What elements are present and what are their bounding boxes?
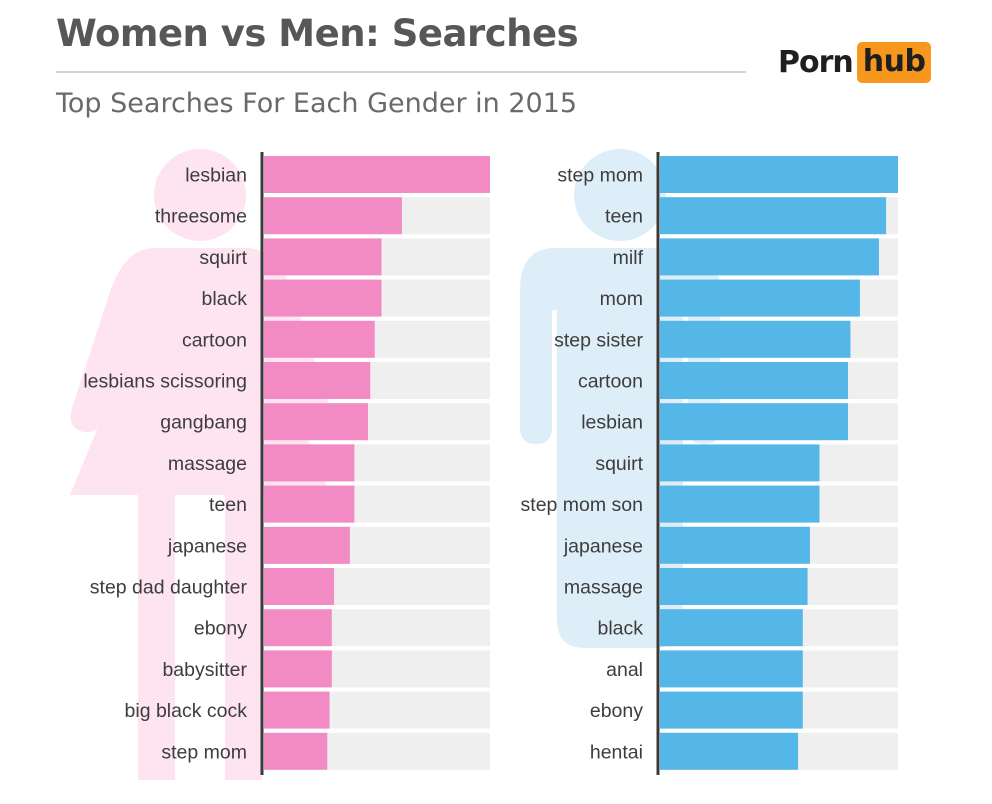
women-category-label: lesbian bbox=[185, 165, 247, 187]
women-category-label: babysitter bbox=[162, 659, 247, 681]
women-bar bbox=[264, 238, 382, 276]
women-category-labels: lesbian threesome squirt black cartoon lesbia… bbox=[83, 165, 247, 764]
women-category-label: gangbang bbox=[160, 412, 247, 434]
women-bar bbox=[264, 609, 332, 647]
men-bar bbox=[660, 526, 810, 564]
women-category-label: lesbians scissoring bbox=[83, 371, 247, 393]
men-category-label: massage bbox=[564, 577, 643, 599]
men-bar bbox=[660, 403, 849, 441]
men-bar bbox=[660, 320, 851, 358]
women-category-label: threesome bbox=[155, 206, 247, 228]
women-bar bbox=[264, 403, 368, 441]
men-bar bbox=[660, 691, 803, 729]
men-category-label: squirt bbox=[595, 453, 643, 475]
women-bar bbox=[264, 732, 328, 770]
women-bar bbox=[264, 650, 332, 688]
men-bars bbox=[660, 156, 898, 770]
men-bar bbox=[660, 609, 803, 647]
women-bar bbox=[264, 156, 490, 193]
men-category-label: anal bbox=[606, 659, 643, 681]
men-category-label: cartoon bbox=[578, 371, 643, 393]
women-bar bbox=[264, 362, 371, 399]
men-category-label: black bbox=[597, 618, 643, 640]
women-bar bbox=[264, 568, 335, 605]
chart-subtitle: Top Searches For Each Gender in 2015 bbox=[56, 88, 578, 119]
women-bar bbox=[264, 485, 355, 523]
men-bar bbox=[660, 362, 849, 399]
women-category-label: step mom bbox=[161, 741, 247, 763]
men-bar bbox=[660, 238, 879, 276]
men-category-labels: step mom teen milf mom step sister cartoon les… bbox=[521, 165, 644, 764]
men-category-label: step sister bbox=[554, 329, 643, 351]
women-chart: lesbian threesome squirt black cartoon lesbia… bbox=[70, 149, 490, 780]
male-figure-head bbox=[574, 149, 666, 241]
men-bar bbox=[660, 279, 860, 317]
men-category-label: lesbian bbox=[581, 412, 643, 434]
men-bar bbox=[660, 732, 799, 770]
women-category-label: teen bbox=[209, 494, 247, 516]
women-bar bbox=[264, 444, 355, 482]
men-category-label: teen bbox=[605, 206, 643, 228]
women-bar bbox=[264, 279, 382, 317]
women-bar bbox=[264, 197, 402, 235]
men-category-label: hentai bbox=[590, 741, 643, 763]
logo-text-part1: Porn bbox=[778, 44, 854, 80]
brand-logo: Porn hub bbox=[778, 41, 932, 83]
men-category-label: step mom son bbox=[521, 494, 643, 516]
women-category-label: squirt bbox=[199, 247, 247, 269]
women-category-label: japanese bbox=[167, 535, 247, 557]
men-chart: step mom teen milf mom step sister cartoon les… bbox=[520, 149, 898, 775]
women-bar bbox=[264, 320, 375, 358]
women-category-label: big black cock bbox=[125, 700, 248, 722]
men-category-label: step mom bbox=[557, 165, 643, 187]
men-category-label: milf bbox=[613, 247, 644, 269]
men-bar bbox=[660, 485, 820, 523]
bar-charts: lesbian threesome squirt black cartoon lesbia… bbox=[70, 149, 898, 780]
title-divider bbox=[56, 71, 746, 73]
men-bar bbox=[660, 156, 898, 193]
men-bar bbox=[660, 197, 887, 235]
men-bar bbox=[660, 568, 808, 605]
men-bar bbox=[660, 650, 803, 688]
men-category-label: mom bbox=[600, 288, 643, 310]
women-category-label: step dad daughter bbox=[90, 577, 248, 599]
chart-title: Women vs Men: Searches bbox=[56, 12, 579, 55]
female-figure-head bbox=[154, 149, 246, 241]
women-bars bbox=[264, 156, 490, 770]
logo-text-part2: hub bbox=[856, 41, 932, 83]
women-category-label: cartoon bbox=[182, 329, 247, 351]
women-category-label: ebony bbox=[194, 618, 247, 640]
women-bar bbox=[264, 526, 350, 564]
women-category-label: massage bbox=[168, 453, 247, 475]
women-bar bbox=[264, 691, 330, 729]
men-bar bbox=[660, 444, 820, 482]
men-category-label: japanese bbox=[563, 535, 643, 557]
men-category-label: ebony bbox=[590, 700, 643, 722]
women-category-label: black bbox=[201, 288, 247, 310]
